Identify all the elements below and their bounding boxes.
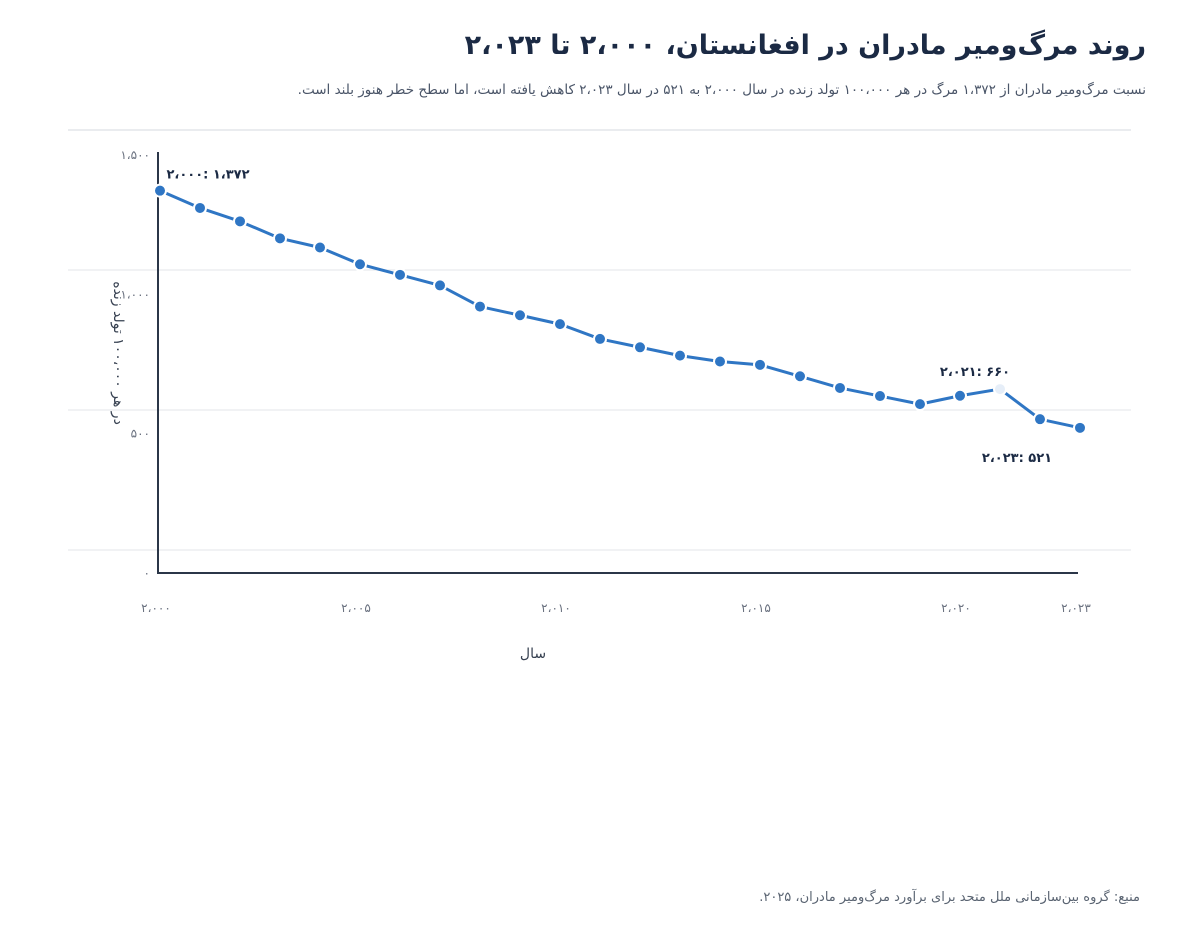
data-point — [953, 388, 967, 403]
data-point — [713, 354, 727, 369]
data-point — [833, 380, 847, 395]
data-point — [1033, 412, 1047, 427]
highlighted-data-point — [993, 382, 1007, 397]
data-point — [513, 308, 527, 323]
y-axis-title: در هر ۱۰۰،۰۰۰ تولد زنده — [110, 281, 126, 425]
data-point — [193, 200, 207, 215]
x-tick-label: ۲،۰۲۳ — [1061, 601, 1091, 615]
data-point — [273, 231, 287, 246]
x-tick-label: ۲،۰۱۰ — [541, 601, 571, 615]
y-tick-labels: ۰ ۵۰۰ ۱،۰۰۰ ۱،۵۰۰ — [120, 148, 150, 580]
data-point — [473, 299, 487, 314]
x-tick-labels: ۲،۰۰۰ ۲،۰۰۵ ۲،۰۱۰ ۲،۰۱۵ ۲،۰۲۰ ۲،۰۲۳ — [141, 601, 1091, 615]
data-point — [1073, 420, 1087, 435]
source-note: منبع: گروه بین‌سازمانی ملل متحد برای برآ… — [759, 890, 1140, 905]
data-point — [873, 389, 887, 404]
series-line — [158, 189, 1082, 430]
data-point — [153, 183, 167, 198]
data-point — [673, 348, 687, 363]
y-tick-label: ۱،۰۰۰ — [120, 287, 150, 301]
annotation-label: ۲،۰۲۱: ۶۶۰ — [940, 365, 1010, 380]
y-tick-label: ۰ — [144, 566, 150, 580]
data-point — [233, 214, 247, 229]
data-point — [553, 317, 567, 332]
x-tick-label: ۲،۰۰۰ — [141, 601, 171, 615]
data-points — [153, 183, 1087, 435]
data-point — [753, 357, 767, 372]
data-point — [313, 240, 327, 255]
data-point — [633, 340, 647, 355]
data-point — [393, 267, 407, 282]
x-tick-label: ۲،۰۰۵ — [341, 601, 371, 615]
data-point — [593, 331, 607, 346]
x-tick-label: ۲،۰۲۰ — [941, 601, 971, 615]
series-line-path — [158, 189, 1082, 430]
annotations: ۲،۰۰۰: ۱،۳۷۲ ۲،۰۲۱: ۶۶۰ ۲،۰۲۳: ۵۲۱ — [166, 168, 1052, 466]
chart-subtitle: نسبت مرگ‌ومیر مادران از ۱،۳۷۲ مرگ در هر … — [297, 82, 1146, 98]
gridlines — [68, 129, 1131, 551]
axes — [157, 152, 1078, 574]
y-tick-label: ۵۰۰ — [131, 427, 150, 441]
x-axis-title: سال — [520, 646, 546, 662]
chart-title: روند مرگ‌ومیر مادران در افغانستان، ۲،۰۰۰… — [464, 30, 1146, 61]
data-point — [913, 397, 927, 412]
x-tick-label: ۲،۰۱۵ — [741, 601, 771, 615]
annotation-label: ۲،۰۰۰: ۱،۳۷۲ — [166, 168, 249, 183]
data-point — [793, 369, 807, 384]
annotation-label: ۲،۰۲۳: ۵۲۱ — [982, 451, 1052, 466]
data-point — [433, 278, 447, 293]
data-point — [353, 257, 367, 272]
y-tick-label: ۱،۵۰۰ — [120, 148, 150, 162]
